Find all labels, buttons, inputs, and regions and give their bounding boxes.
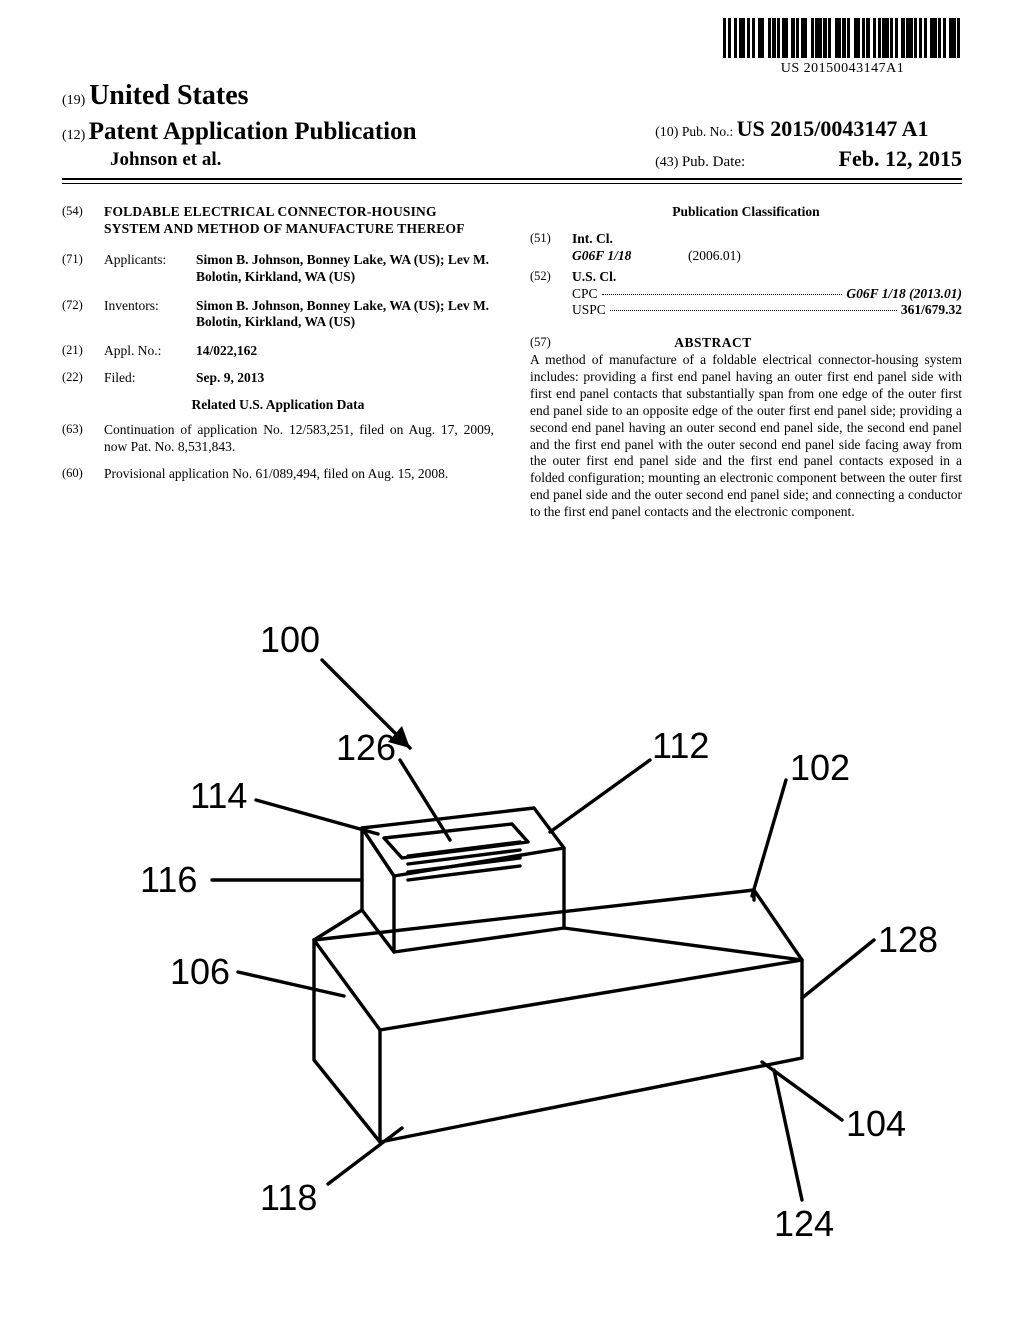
inventors-code: (72) [62, 298, 104, 332]
barcode-block: US 20150043147A1 [723, 18, 962, 78]
document-header: (19) United States (12) Patent Applicati… [62, 78, 962, 184]
appl-code: (21) [62, 343, 104, 360]
intcl-label: Int. Cl. [572, 231, 613, 248]
fig-label-118: 118 [260, 1177, 317, 1218]
abstract-heading: ABSTRACT [674, 335, 752, 350]
uspc-label: USPC [572, 302, 606, 319]
doctype: Patent Application Publication [89, 118, 417, 145]
related-heading: Related U.S. Application Data [62, 397, 494, 414]
applicants-value: Simon B. Johnson, Bonney Lake, WA (US); … [196, 252, 489, 284]
uspc-dots [610, 310, 897, 311]
continuation-value: Continuation of application No. 12/583,2… [104, 422, 494, 456]
uspc-value: 361/679.32 [901, 302, 962, 317]
fig-label-102: 102 [790, 747, 850, 788]
fig-label-112: 112 [652, 725, 709, 766]
intcl-code: (51) [530, 231, 572, 248]
authors: Johnson et al. [110, 148, 417, 172]
fig-label-106: 106 [170, 951, 230, 992]
fig-label-100: 100 [260, 619, 320, 660]
inventors-value: Simon B. Johnson, Bonney Lake, WA (US); … [196, 298, 489, 330]
filed-value: Sep. 9, 2013 [196, 370, 494, 387]
barcode-pubno: US 20150043147A1 [723, 60, 962, 78]
applicants-code: (71) [62, 252, 104, 286]
figure-zone: 100 114 126 112 102 116 106 128 118 104 … [62, 580, 962, 1300]
applicants-label: Applicants: [104, 252, 196, 286]
country-code: (19) [62, 93, 85, 108]
abstract-code: (57) [530, 335, 551, 351]
pubdate: Feb. 12, 2015 [839, 146, 962, 171]
fig-label-126: 126 [336, 727, 396, 768]
filed-label: Filed: [104, 370, 196, 387]
uscl-code: (52) [530, 269, 572, 286]
fig-label-104: 104 [846, 1103, 906, 1144]
pubno-code: (10) [655, 125, 678, 140]
patent-figure: 100 114 126 112 102 116 106 128 118 104 … [62, 580, 962, 1300]
uscl-label: U.S. Cl. [572, 269, 616, 286]
fig-label-124: 124 [774, 1203, 834, 1244]
abstract-text: A method of manufacture of a foldable el… [530, 352, 962, 521]
country-name: United States [89, 80, 248, 111]
appl-value: 14/022,162 [196, 343, 494, 360]
left-column: (54) FOLDABLE ELECTRICAL CONNECTOR-HOUSI… [62, 204, 494, 521]
classification-heading: Publication Classification [530, 204, 962, 221]
inventors-label: Inventors: [104, 298, 196, 332]
barcode [723, 18, 962, 58]
invention-title: FOLDABLE ELECTRICAL CONNECTOR-HOUSING SY… [104, 204, 494, 238]
intcl-version: (2006.01) [688, 248, 741, 265]
cpc-value: G06F 1/18 (2013.01) [846, 286, 962, 301]
pubdate-code: (43) [655, 155, 678, 170]
cpc-label: CPC [572, 286, 598, 303]
doctype-code: (12) [62, 128, 85, 143]
fig-label-114: 114 [190, 775, 247, 816]
cpc-dots [602, 294, 843, 295]
continuation-code: (63) [62, 422, 104, 456]
pubdate-label: Pub. Date: [682, 154, 745, 170]
right-column: Publication Classification (51) Int. Cl.… [530, 204, 962, 521]
header-rule-thin [62, 183, 962, 184]
fig-label-128: 128 [878, 919, 938, 960]
pubno-label: Pub. No.: [682, 124, 733, 139]
header-rule-thick [62, 178, 962, 180]
title-code: (54) [62, 204, 104, 238]
provisional-value: Provisional application No. 61/089,494, … [104, 466, 494, 483]
body-columns: (54) FOLDABLE ELECTRICAL CONNECTOR-HOUSI… [62, 204, 962, 521]
filed-code: (22) [62, 370, 104, 387]
appl-label: Appl. No.: [104, 343, 196, 360]
fig-label-116: 116 [140, 859, 197, 900]
pubno: US 2015/0043147 A1 [737, 116, 929, 141]
intcl-symbol: G06F 1/18 [572, 248, 662, 265]
provisional-code: (60) [62, 466, 104, 483]
